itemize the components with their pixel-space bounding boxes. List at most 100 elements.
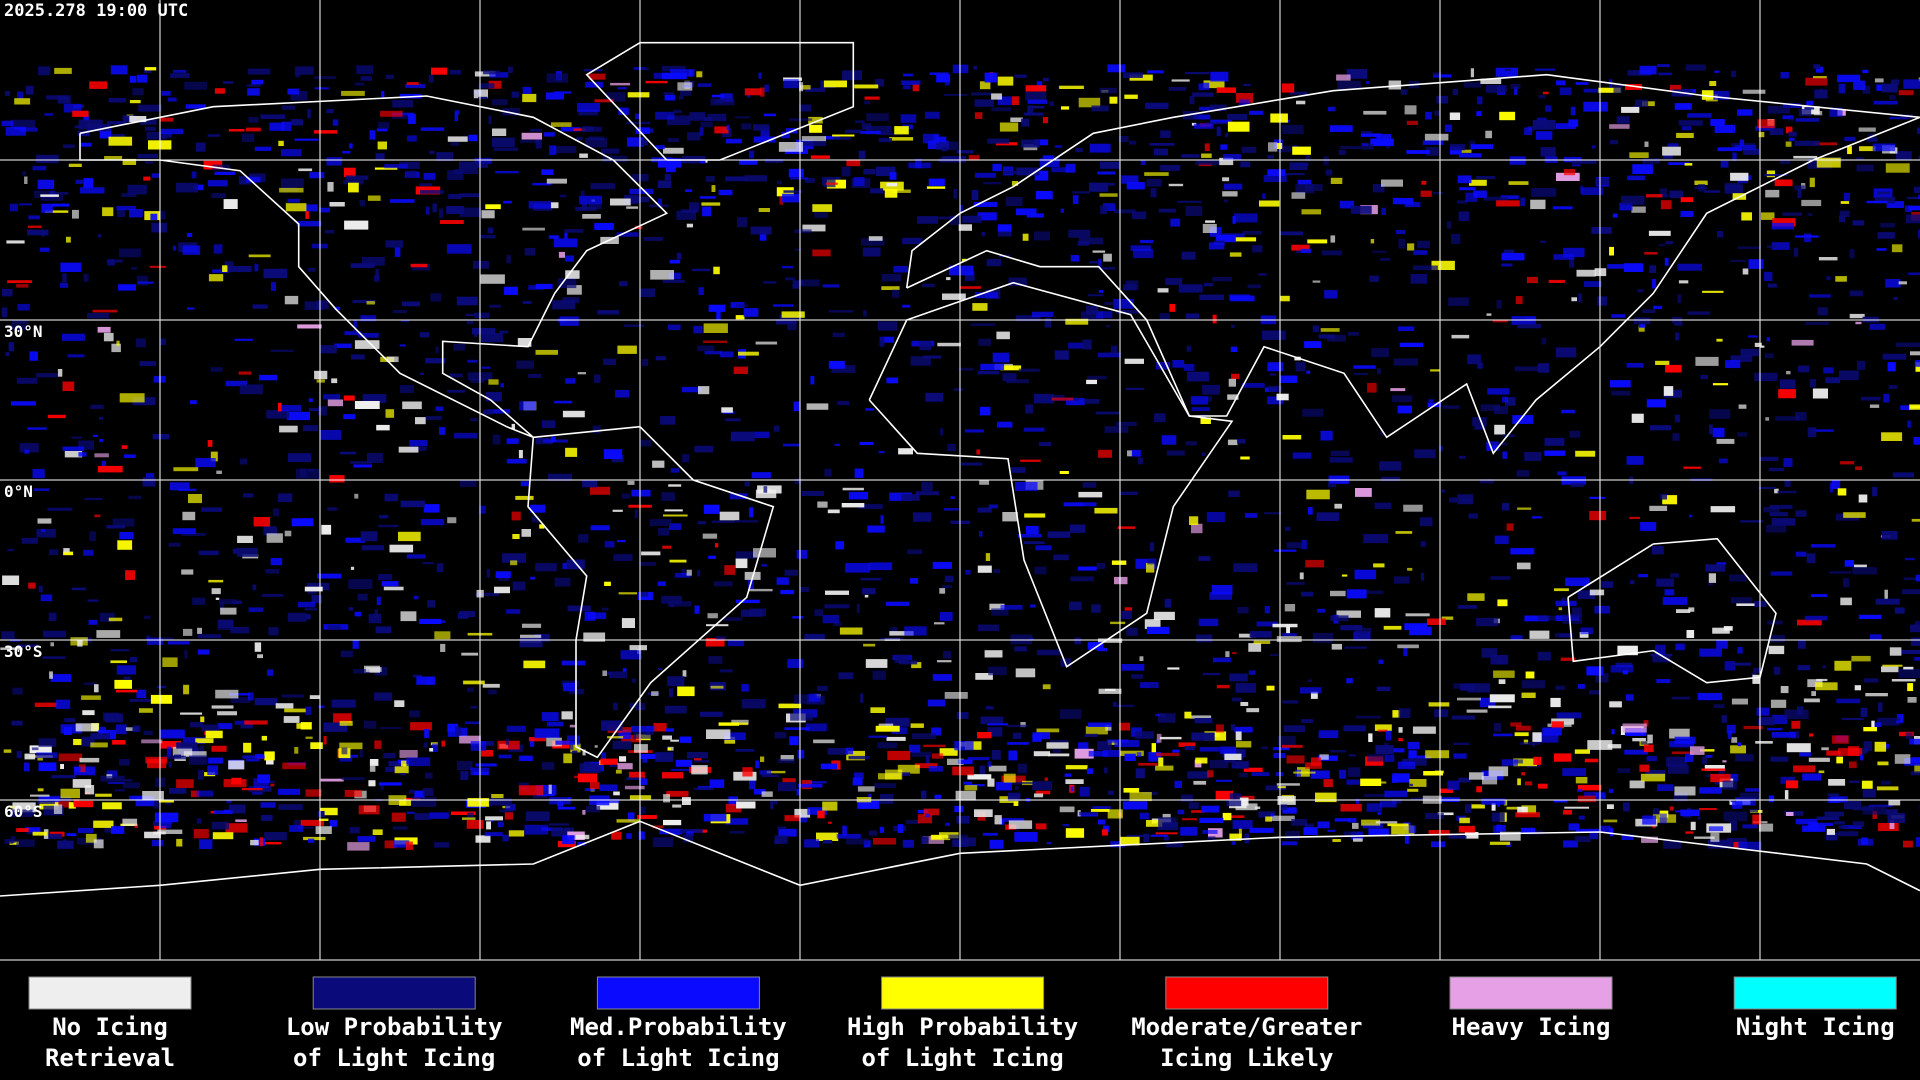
- icing-pixel: [1918, 194, 1920, 200]
- icing-pixel: [1225, 133, 1229, 138]
- icing-pixel: [1774, 179, 1793, 187]
- icing-pixel: [1404, 201, 1421, 208]
- icing-pixel: [667, 601, 692, 607]
- icing-pixel: [360, 76, 372, 81]
- icing-pixel: [1399, 342, 1424, 347]
- icing-pixel: [83, 273, 89, 282]
- icing-pixel: [1258, 811, 1276, 818]
- icing-pixel: [1015, 482, 1038, 491]
- icing-pixel: [144, 67, 157, 71]
- icing-pixel: [1451, 715, 1476, 720]
- icing-pixel: [1617, 768, 1631, 773]
- icing-pixel: [1814, 111, 1823, 116]
- icing-pixel: [1644, 744, 1654, 753]
- icing-pixel: [1742, 268, 1749, 275]
- icing-pixel: [1397, 644, 1419, 649]
- icing-pixel: [1336, 74, 1351, 81]
- icing-pixel: [287, 198, 300, 203]
- icing-pixel: [173, 245, 177, 251]
- icing-pixel: [243, 742, 252, 753]
- icing-pixel: [635, 707, 646, 710]
- icing-pixel: [399, 344, 406, 347]
- icing-pixel: [50, 674, 71, 682]
- icing-pixel: [219, 599, 237, 605]
- icing-pixel: [697, 83, 712, 87]
- icing-pixel: [1574, 836, 1591, 843]
- icing-pixel: [787, 659, 804, 668]
- icing-pixel: [79, 757, 100, 763]
- icing-pixel: [176, 779, 194, 788]
- icing-pixel: [1861, 780, 1873, 789]
- icing-pixel: [287, 453, 312, 463]
- icing-pixel: [195, 142, 206, 152]
- icing-pixel: [334, 306, 341, 311]
- icing-pixel: [1312, 280, 1321, 283]
- icing-pixel: [619, 727, 632, 733]
- icing-pixel: [1203, 80, 1225, 89]
- icing-pixel: [521, 529, 531, 537]
- icing-pixel: [1665, 241, 1673, 245]
- icing-pixel: [1798, 108, 1812, 117]
- icing-pixel: [1825, 832, 1838, 841]
- icing-pixel: [409, 710, 420, 718]
- icing-pixel: [1392, 773, 1410, 783]
- icing-pixel: [38, 66, 51, 76]
- icing-pixel: [354, 493, 359, 499]
- icing-pixel: [1243, 83, 1252, 87]
- icing-pixel: [41, 232, 46, 237]
- icing-pixel: [238, 176, 251, 185]
- icing-pixel: [1136, 752, 1142, 757]
- icing-pixel: [1483, 196, 1508, 201]
- icing-pixel: [1312, 633, 1334, 643]
- icing-pixel: [94, 514, 101, 518]
- icing-pixel: [1477, 96, 1483, 105]
- icing-pixel: [106, 770, 118, 778]
- icing-pixel: [354, 611, 362, 617]
- icing-pixel: [1770, 756, 1789, 762]
- icing-pixel: [78, 764, 86, 773]
- icing-pixel: [1025, 525, 1039, 535]
- icing-pixel: [196, 790, 213, 797]
- icing-pixel: [522, 227, 545, 231]
- icing-pixel: [1368, 828, 1389, 836]
- icing-pixel: [112, 740, 126, 745]
- icing-pixel: [298, 168, 313, 172]
- icing-pixel: [24, 176, 28, 184]
- icing-pixel: [1148, 751, 1162, 762]
- icing-pixel: [170, 73, 190, 79]
- icing-pixel: [399, 799, 412, 806]
- icing-pixel: [1811, 691, 1816, 696]
- icing-pixel: [511, 91, 520, 98]
- icing-pixel: [1729, 820, 1738, 831]
- icing-pixel: [1074, 637, 1082, 645]
- icing-pixel: [987, 778, 995, 787]
- icing-pixel: [579, 763, 601, 773]
- icing-pixel: [729, 493, 748, 500]
- icing-pixel: [62, 273, 67, 283]
- icing-pixel: [384, 840, 397, 849]
- icing-pixel: [582, 214, 601, 219]
- icing-pixel: [1149, 542, 1155, 552]
- icing-pixel: [1339, 146, 1362, 150]
- icing-pixel: [483, 409, 494, 415]
- legend-swatch: [596, 976, 760, 1010]
- icing-pixel: [353, 669, 370, 674]
- icing-pixel: [343, 180, 364, 185]
- icing-pixel: [988, 666, 1007, 676]
- icing-pixel: [1622, 670, 1628, 675]
- icing-pixel: [308, 398, 313, 402]
- icing-pixel: [257, 774, 271, 784]
- icing-pixel: [797, 783, 823, 788]
- icing-pixel: [1405, 613, 1430, 617]
- icing-pixel: [594, 745, 598, 748]
- icing-pixel: [1185, 206, 1203, 216]
- icing-pixel: [146, 131, 167, 140]
- icing-pixel: [220, 607, 237, 615]
- icing-pixel: [1559, 87, 1572, 96]
- icing-pixel: [590, 183, 616, 190]
- icing-pixel: [1044, 777, 1048, 781]
- icing-pixel: [1265, 816, 1272, 822]
- icing-pixel: [679, 90, 692, 96]
- icing-pixel: [925, 111, 940, 119]
- icing-pixel: [1015, 315, 1041, 322]
